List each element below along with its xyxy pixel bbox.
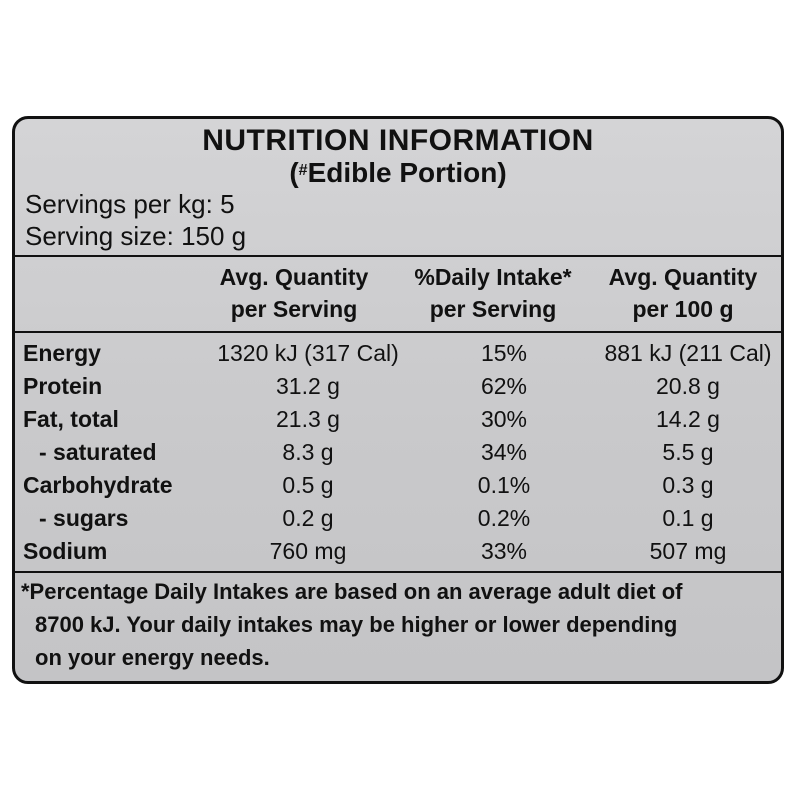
nutrient-name: - sugars — [39, 505, 129, 531]
daily-intake: 34% — [480, 439, 528, 465]
column-header-line: per Serving — [429, 296, 557, 322]
nutrient-name: - saturated — [39, 439, 157, 465]
qty-per-100g: 0.1 g — [662, 505, 714, 531]
column-header-line: per Serving — [230, 296, 358, 322]
qty-per-serving: 0.5 g — [282, 472, 334, 498]
column-header-daily-intake: %Daily Intake* per Serving — [393, 261, 593, 325]
nutrient-name: Sodium — [23, 538, 108, 564]
nutrition-table: Energy 1320 kJ (317 Cal) 15% 881 kJ (211… — [23, 337, 777, 568]
qty-per-100g: 5.5 g — [662, 439, 714, 465]
footnote-line: on your energy needs. — [35, 645, 270, 670]
column-header-line: Avg. Quantity — [219, 264, 369, 290]
daily-intake: 62% — [480, 373, 528, 399]
qty-per-serving: 1320 kJ (317 Cal) — [217, 340, 399, 366]
daily-intake: 0.2% — [477, 505, 531, 531]
table-row: Fat, total 21.3 g 30% 14.2 g — [23, 403, 777, 436]
nutrient-name: Protein — [23, 373, 103, 399]
column-header-line: Avg. Quantity — [608, 264, 758, 290]
footnote: *Percentage Daily Intakes are based on a… — [21, 575, 777, 674]
column-header-per-serving: Avg. Quantity per Serving — [193, 261, 395, 325]
column-header-per-100g: Avg. Quantity per 100 g — [585, 261, 781, 325]
divider-footnote — [15, 571, 781, 573]
table-row: Energy 1320 kJ (317 Cal) 15% 881 kJ (211… — [23, 337, 777, 370]
serving-size: Serving size: 150 g — [25, 221, 247, 251]
daily-intake: 15% — [480, 340, 528, 366]
footnote-line: *Percentage Daily Intakes are based on a… — [21, 579, 683, 604]
table-row: Carbohydrate 0.5 g 0.1% 0.3 g — [23, 469, 777, 502]
panel-subtitle: (#Edible Portion) — [289, 157, 507, 188]
qty-per-100g: 14.2 g — [656, 406, 720, 432]
daily-intake: 30% — [480, 406, 528, 432]
daily-intake: 0.1% — [477, 472, 531, 498]
qty-per-serving: 31.2 g — [276, 373, 340, 399]
column-header-line: %Daily Intake* — [414, 264, 572, 290]
qty-per-100g: 507 mg — [649, 538, 727, 564]
qty-per-100g: 0.3 g — [662, 472, 714, 498]
table-row: Protein 31.2 g 62% 20.8 g — [23, 370, 777, 403]
table-row: - sugars 0.2 g 0.2% 0.1 g — [23, 502, 777, 535]
daily-intake: 33% — [480, 538, 528, 564]
qty-per-serving: 760 mg — [269, 538, 347, 564]
servings-per-kg: Servings per kg: 5 — [25, 189, 235, 219]
nutrient-name: Carbohydrate — [23, 472, 173, 498]
qty-per-serving: 21.3 g — [276, 406, 340, 432]
qty-per-100g: 20.8 g — [656, 373, 720, 399]
table-row: - saturated 8.3 g 34% 5.5 g — [23, 436, 777, 469]
table-row: Sodium 760 mg 33% 507 mg — [23, 535, 777, 568]
column-header-line: per 100 g — [632, 296, 734, 322]
nutrient-name: Fat, total — [23, 406, 119, 432]
edible-portion-mark: # — [298, 162, 308, 179]
footnote-line: 8700 kJ. Your daily intakes may be highe… — [35, 612, 678, 637]
edible-portion-text: Edible Portion — [307, 157, 498, 188]
nutrient-name: Energy — [23, 340, 101, 366]
qty-per-100g: 881 kJ (211 Cal) — [604, 340, 772, 366]
nutrition-panel: NUTRITION INFORMATION (#Edible Portion) … — [12, 116, 784, 684]
panel-title: NUTRITION INFORMATION — [202, 124, 594, 157]
divider-top — [15, 255, 781, 257]
divider-header — [15, 331, 781, 333]
qty-per-serving: 8.3 g — [282, 439, 334, 465]
qty-per-serving: 0.2 g — [282, 505, 334, 531]
